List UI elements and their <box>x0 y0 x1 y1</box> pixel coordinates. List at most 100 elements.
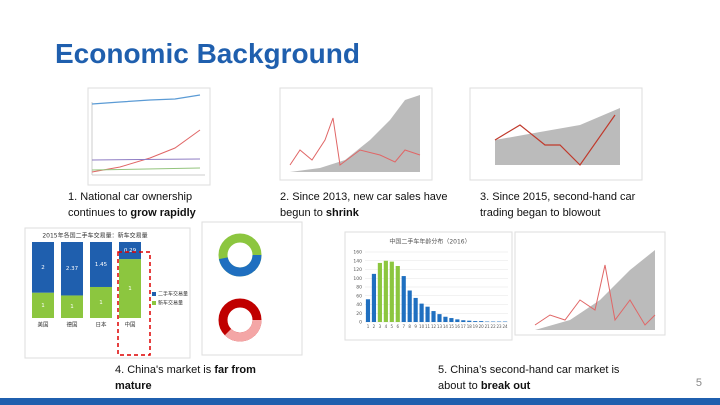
bar <box>407 290 412 322</box>
x-tick-label: 德国 <box>66 321 78 329</box>
bar-chart: 2015年各国二手车交易量：新车交易量 1 2 美国 1 2.37 德国 1 1.45 日本 1 0.… <box>24 227 191 359</box>
thumbnail-area-line <box>469 87 643 181</box>
caption-text: 2. Since 2013, new car sales have begun … <box>280 191 448 219</box>
bar-segment <box>90 242 112 287</box>
bar <box>413 297 418 322</box>
bar <box>455 319 460 322</box>
value-label: 1 <box>41 303 45 309</box>
bar <box>401 276 406 322</box>
bar <box>473 321 478 322</box>
x-tick-label: 16 <box>455 324 461 329</box>
value-label: 0.29 <box>124 248 137 254</box>
bar <box>449 318 454 322</box>
x-tick-label: 11 <box>425 324 431 329</box>
bar-segment <box>61 242 83 296</box>
thumbnail-lines <box>87 87 211 186</box>
value-label: 1.45 <box>95 262 108 268</box>
bar <box>395 266 400 322</box>
bar <box>377 262 382 322</box>
page-number: 5 <box>695 377 702 389</box>
x-tick-label: 17 <box>461 324 467 329</box>
value-label: 1 <box>70 304 74 310</box>
thumbnail-area-line <box>514 231 666 336</box>
thumbnail-area-line <box>279 87 433 181</box>
x-tick-label: 21 <box>485 324 491 329</box>
caption-text: 1. National car ownership continues to <box>68 191 193 219</box>
x-tick-label: 23 <box>497 324 503 329</box>
x-tick-label: 8 <box>408 324 411 329</box>
bar <box>431 311 436 322</box>
x-tick-label: 13 <box>437 324 443 329</box>
legend-swatch <box>152 301 156 305</box>
legend-label: 二手车交易量 <box>158 291 188 298</box>
x-tick-label: 18 <box>467 324 473 329</box>
bar-segment <box>32 242 54 293</box>
value-label: 1 <box>128 286 132 292</box>
caption-text: 3. Since 2015, second-hand car trading b… <box>480 191 636 219</box>
caption-text: 4. China's market is <box>115 364 215 376</box>
y-tick-label: 160 <box>353 250 362 256</box>
bar <box>467 320 472 322</box>
value-label: 2 <box>41 265 45 271</box>
bar <box>383 260 388 322</box>
bottom-bar <box>0 398 720 405</box>
caption: 2. Since 2013, new car sales have begun … <box>280 189 450 221</box>
x-tick-label: 6 <box>396 324 399 329</box>
y-tick-label: 20 <box>356 311 362 317</box>
caption-bold: shrink <box>325 207 359 219</box>
legend-label: 新车交易量 <box>158 300 183 307</box>
y-tick-label: 80 <box>356 285 362 291</box>
bar <box>425 306 430 322</box>
thumbnail-donuts <box>201 221 303 356</box>
x-tick-label: 7 <box>402 324 405 329</box>
caption: 4. China's market is far from mature <box>115 362 285 394</box>
slide-title: Economic Background <box>55 38 360 69</box>
bar <box>419 303 424 322</box>
bar-segment <box>61 295 83 318</box>
caption-text: 5. China’s second-hand car market is abo… <box>438 364 620 392</box>
x-tick-label: 10 <box>419 324 425 329</box>
x-tick-label: 1 <box>367 324 370 329</box>
x-tick-label: 22 <box>491 324 497 329</box>
x-tick-label: 15 <box>449 324 455 329</box>
bar-segment <box>32 292 54 318</box>
caption: 5. China’s second-hand car market is abo… <box>438 362 628 394</box>
bar <box>389 261 394 322</box>
bar-segment <box>119 242 141 260</box>
bar-segment <box>119 259 141 318</box>
bar-segment <box>90 286 112 318</box>
chart-title: 中国二手车年龄分布（2016） <box>389 238 470 246</box>
bar <box>461 320 466 322</box>
caption: 3. Since 2015, second-hand car trading b… <box>480 189 650 221</box>
x-tick-label: 2 <box>373 324 376 329</box>
x-tick-label: 12 <box>431 324 437 329</box>
y-tick-label: 60 <box>356 293 362 299</box>
x-tick-label: 3 <box>379 324 382 329</box>
x-tick-label: 美国 <box>37 321 49 329</box>
x-tick-label: 14 <box>443 324 449 329</box>
caption-bold: grow rapidly <box>130 207 196 219</box>
x-tick-label: 日本 <box>95 321 107 329</box>
y-tick-label: 40 <box>356 302 362 308</box>
value-label: 1 <box>99 300 103 306</box>
highlight-box <box>117 251 151 356</box>
x-tick-label: 20 <box>479 324 485 329</box>
value-label: 2.37 <box>66 266 79 272</box>
bar <box>371 273 377 322</box>
bar <box>365 299 371 322</box>
y-tick-label: 100 <box>353 276 362 282</box>
x-tick-label: 4 <box>385 324 388 329</box>
y-tick-label: 140 <box>353 258 362 264</box>
x-tick-label: 中国 <box>124 321 136 329</box>
chart-title: 2015年各国二手车交易量：新车交易量 <box>42 232 147 240</box>
bar <box>443 316 448 322</box>
y-tick-label: 120 <box>353 267 362 273</box>
caption-bold: far from mature <box>115 364 256 392</box>
bar <box>437 314 442 322</box>
x-tick-label: 19 <box>473 324 479 329</box>
bar <box>479 321 484 322</box>
caption-bold: break out <box>480 380 531 392</box>
